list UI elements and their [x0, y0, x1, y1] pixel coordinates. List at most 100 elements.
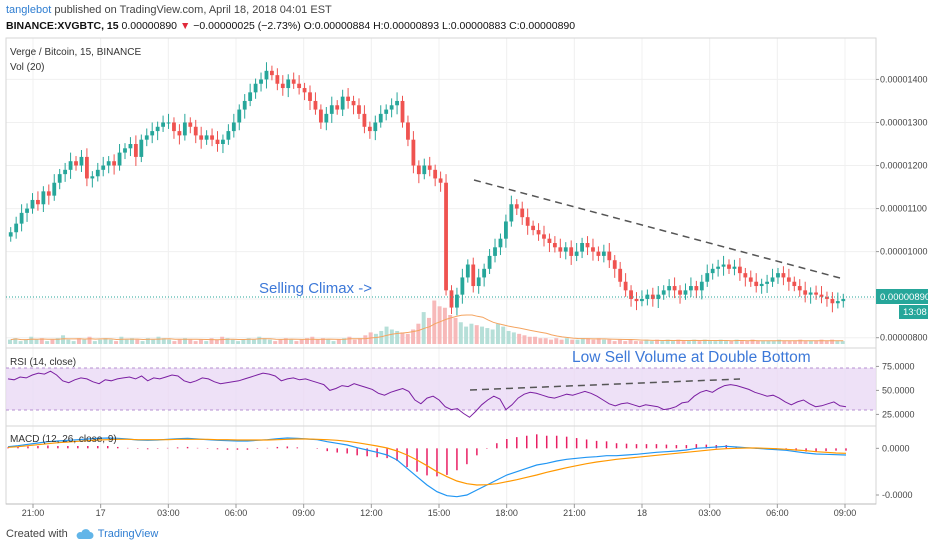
price-tick-label: 0.00001200 — [880, 161, 928, 171]
candle-body — [591, 247, 595, 252]
candle-body — [416, 165, 421, 175]
candle-body — [177, 131, 182, 136]
candle-body — [634, 298, 639, 302]
candle-body — [79, 156, 84, 166]
time-tick-label: 17 — [96, 508, 106, 518]
candle-body — [329, 105, 334, 114]
candle-body — [792, 281, 797, 287]
volume-bar — [548, 339, 553, 344]
candle-body — [667, 286, 672, 291]
author-link[interactable]: tanglebot — [6, 4, 52, 16]
volume-bar — [607, 339, 612, 344]
volume-bar — [82, 339, 87, 344]
candle-body — [678, 290, 682, 295]
candle-body — [335, 105, 340, 110]
volume-bar — [655, 339, 660, 344]
price-tick-label: 0.00001000 — [880, 247, 928, 257]
macd-pane-title: MACD (12, 26, close, 9) — [10, 434, 117, 445]
candle-body — [808, 292, 813, 295]
candle-body — [455, 294, 459, 308]
volume-bar — [543, 338, 548, 344]
selling-climax-annotation: Selling Climax -> — [259, 280, 372, 297]
time-tick-label: 03:00 — [157, 508, 180, 518]
volume-bar — [697, 341, 702, 344]
macd-tick-label: 0.0000 — [882, 443, 910, 453]
candle-body — [645, 294, 650, 299]
volume-bar — [294, 341, 299, 344]
candle-body — [57, 174, 62, 183]
candle-body — [90, 176, 95, 179]
candle-body — [765, 281, 770, 284]
candle-body — [221, 139, 225, 144]
candle-body — [759, 283, 764, 287]
low-sell-volume-annotation: Low Sell Volume at Double Bottom — [572, 349, 811, 366]
symbol-label: BINANCE:XVGBTC, 15 — [6, 20, 119, 32]
tradingview-brand-link[interactable]: TradingView — [97, 528, 159, 540]
volume-bar — [98, 339, 103, 344]
candle-body — [101, 165, 106, 170]
candle-body — [231, 122, 236, 132]
published-text: published on TradingView.com, April 18, … — [54, 4, 332, 16]
candle-body — [406, 122, 410, 140]
volume-bar — [395, 330, 400, 344]
candle-body — [498, 238, 503, 248]
volume-bar — [119, 336, 124, 344]
volume-bar — [8, 339, 12, 344]
volume-bar — [739, 341, 744, 344]
candle-body — [503, 221, 508, 239]
candle-body — [710, 268, 715, 274]
volume-bar — [623, 341, 628, 344]
candle-body — [422, 165, 427, 175]
volume-bar — [602, 339, 607, 344]
candle-body — [395, 100, 399, 106]
candle-body — [574, 251, 579, 256]
candle-body — [716, 266, 721, 269]
volume-bar — [718, 339, 723, 344]
candle-body — [781, 273, 786, 278]
volume-bar — [204, 341, 209, 344]
candle-body — [112, 161, 117, 166]
candle-body — [585, 243, 590, 248]
volume-bar — [670, 341, 675, 344]
candle-body — [346, 96, 351, 101]
volume-bar — [236, 341, 241, 344]
volume-bar — [617, 339, 622, 344]
volume-bar — [480, 326, 485, 344]
candle-body — [237, 109, 242, 123]
volume-bar — [724, 341, 728, 344]
candle-body — [193, 126, 198, 136]
volume-bar — [161, 338, 166, 344]
volume-bar — [517, 333, 522, 344]
candle-body — [318, 109, 323, 123]
candle-body — [770, 277, 775, 282]
volume-bar — [533, 336, 538, 344]
candle-body — [509, 204, 514, 222]
volume-bar — [708, 341, 713, 344]
candle-body — [444, 182, 448, 291]
candle-body — [270, 70, 274, 76]
volume-bar — [427, 317, 431, 344]
volume-bar — [262, 338, 267, 344]
candle-body — [46, 191, 51, 196]
volume-bar — [352, 339, 357, 344]
price-tick-label: 0.00000800 — [880, 333, 928, 343]
volume-bar — [87, 336, 92, 344]
candle-body — [558, 247, 563, 252]
time-tick-label: 12:00 — [360, 508, 383, 518]
volume-bar — [527, 336, 532, 344]
candle-body — [123, 148, 127, 153]
volume-bar — [331, 341, 336, 344]
candle-body — [786, 277, 791, 282]
candle-body — [552, 243, 557, 248]
candle-body — [699, 281, 704, 291]
time-tick-label: 09:00 — [292, 508, 315, 518]
candle-body — [362, 113, 367, 127]
footer: Created with TradingView — [6, 528, 158, 540]
volume-bar — [145, 338, 150, 344]
volume-bar — [220, 336, 225, 344]
volume-bar — [273, 341, 278, 344]
volume-bar — [564, 338, 569, 344]
candle-body — [825, 296, 829, 299]
volume-bar — [55, 338, 60, 344]
